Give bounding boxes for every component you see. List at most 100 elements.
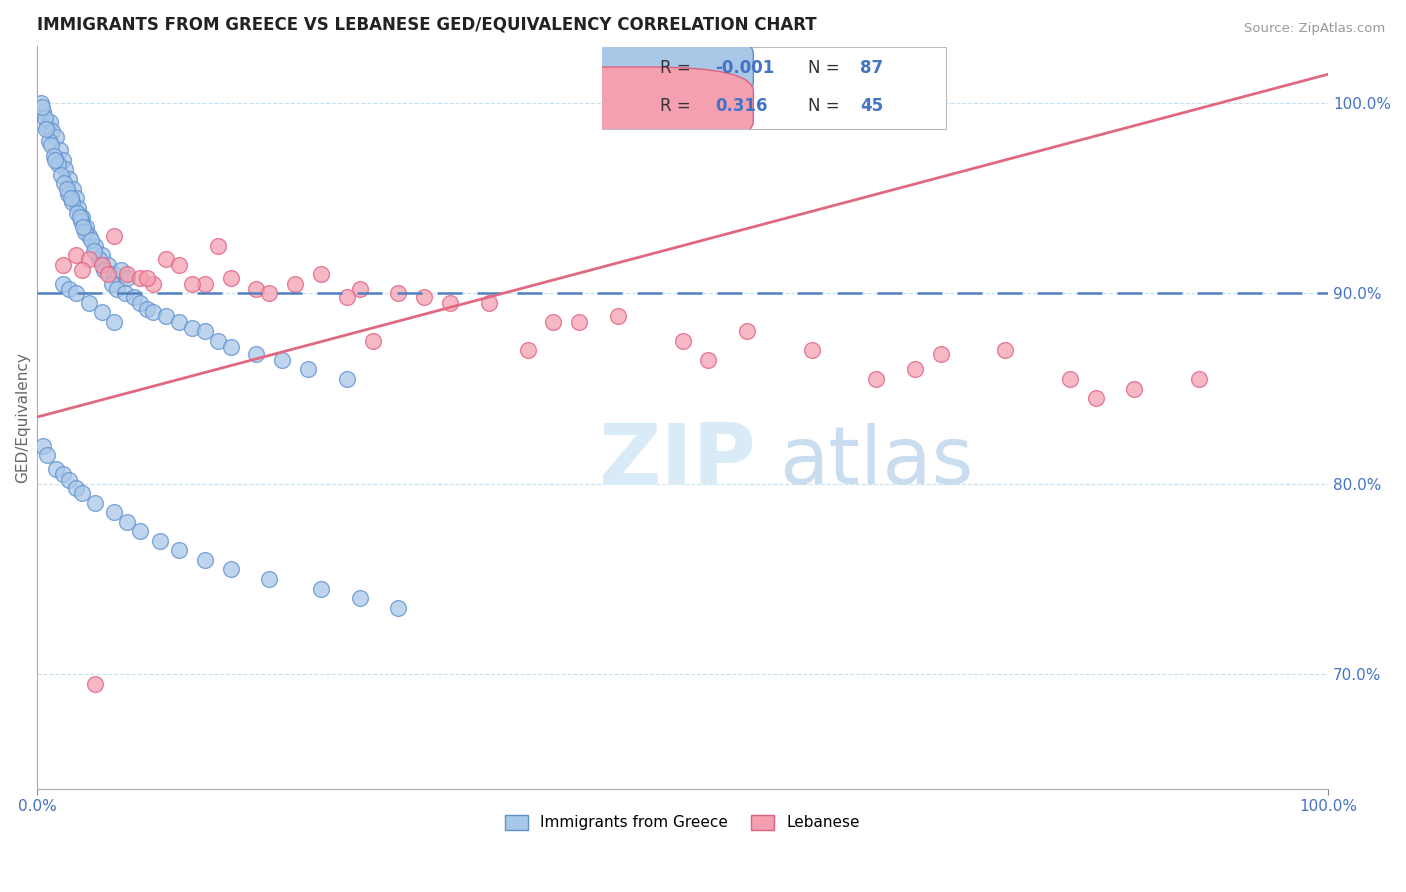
Point	[259, 572, 281, 586]
Text: 45: 45	[860, 97, 883, 115]
Point	[413, 290, 436, 304]
Text: IMMIGRANTS FROM GREECE VS LEBANESE GED/EQUIVALENCY CORRELATION CHART: IMMIGRANTS FROM GREECE VS LEBANESE GED/E…	[37, 15, 817, 33]
Point	[70, 263, 93, 277]
Point	[114, 286, 136, 301]
Point	[180, 277, 202, 291]
Point	[929, 347, 952, 361]
Point	[135, 271, 157, 285]
Point	[45, 461, 67, 475]
Point	[607, 309, 630, 323]
Text: ZIP: ZIP	[599, 420, 756, 503]
Text: 87: 87	[860, 59, 883, 78]
Point	[65, 481, 87, 495]
Point	[80, 233, 103, 247]
Point	[103, 505, 125, 519]
Point	[84, 496, 107, 510]
Point	[207, 334, 229, 348]
Point	[129, 271, 152, 285]
Point	[84, 238, 107, 252]
Point	[103, 267, 125, 281]
Point	[58, 172, 80, 186]
Point	[800, 343, 823, 358]
Point	[52, 467, 75, 482]
Point	[65, 248, 87, 262]
Point	[110, 263, 132, 277]
Point	[101, 277, 124, 291]
Point	[994, 343, 1017, 358]
Point	[77, 229, 100, 244]
Point	[284, 277, 307, 291]
Point	[129, 295, 152, 310]
Point	[439, 295, 461, 310]
Point	[194, 553, 217, 567]
Point	[245, 347, 267, 361]
Point	[122, 290, 145, 304]
Text: -0.001: -0.001	[716, 59, 775, 78]
Point	[155, 252, 177, 266]
Point	[149, 533, 172, 548]
Point	[516, 343, 538, 358]
Point	[167, 258, 190, 272]
Point	[73, 225, 96, 239]
Point	[103, 229, 125, 244]
Point	[93, 263, 115, 277]
Point	[219, 562, 242, 576]
Point	[543, 315, 565, 329]
Point	[30, 95, 52, 110]
Point	[62, 181, 84, 195]
Point	[53, 176, 76, 190]
Point	[34, 111, 56, 125]
Text: N =: N =	[808, 97, 845, 115]
Point	[117, 267, 139, 281]
Point	[37, 448, 59, 462]
Point	[387, 286, 409, 301]
Point	[309, 582, 332, 596]
Point	[90, 258, 112, 272]
Point	[70, 214, 93, 228]
Point	[77, 295, 100, 310]
Point	[671, 334, 693, 348]
Point	[90, 305, 112, 319]
FancyBboxPatch shape	[512, 67, 754, 145]
Point	[67, 201, 90, 215]
Point	[49, 144, 72, 158]
Point	[70, 210, 93, 224]
FancyBboxPatch shape	[602, 47, 946, 129]
Point	[336, 290, 359, 304]
Point	[271, 353, 294, 368]
Point	[77, 252, 100, 266]
Point	[52, 258, 75, 272]
Y-axis label: GED/Equivalency: GED/Equivalency	[15, 351, 30, 483]
Point	[44, 153, 66, 167]
Point	[60, 194, 83, 209]
Point	[65, 286, 87, 301]
Point	[42, 149, 65, 163]
Point	[38, 134, 60, 148]
Point	[697, 353, 720, 368]
Text: 0.316: 0.316	[716, 97, 768, 115]
Point	[38, 115, 60, 129]
Point	[142, 277, 165, 291]
Point	[51, 168, 73, 182]
Point	[31, 100, 53, 114]
Point	[865, 372, 887, 386]
Text: R =: R =	[661, 59, 696, 78]
Text: N =: N =	[808, 59, 845, 78]
Point	[52, 153, 75, 167]
Point	[59, 191, 82, 205]
Point	[117, 515, 139, 529]
Legend: Immigrants from Greece, Lebanese: Immigrants from Greece, Lebanese	[499, 808, 866, 837]
Point	[75, 219, 97, 234]
Point	[129, 524, 152, 539]
Point	[41, 124, 63, 138]
Point	[297, 362, 319, 376]
Point	[207, 238, 229, 252]
Point	[1084, 391, 1107, 405]
Point	[52, 277, 75, 291]
Point	[1123, 382, 1146, 396]
Point	[32, 439, 55, 453]
Point	[1059, 372, 1081, 386]
Point	[70, 486, 93, 500]
Point	[58, 283, 80, 297]
Point	[478, 295, 501, 310]
